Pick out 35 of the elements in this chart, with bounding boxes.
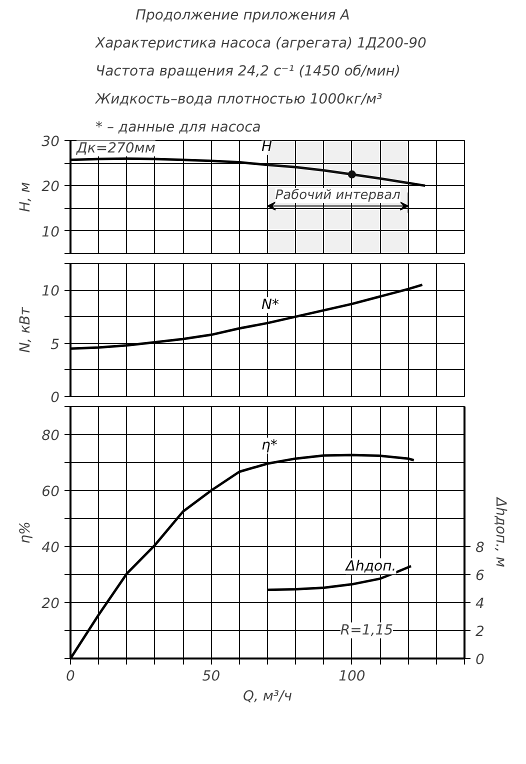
x-tick-label: 0 (66, 668, 76, 684)
y-tick-label: 30 (42, 134, 60, 150)
y-tick-label: 40 (42, 540, 60, 556)
y-tick-label: 80 (42, 428, 60, 444)
y-axis-title: H, м (18, 182, 34, 212)
series-label: η* (262, 438, 278, 454)
chart-subtitle: Частота вращения 24,2 с⁻¹ (1450 об/мин) (96, 64, 400, 80)
y-tick-label: 20 (42, 179, 60, 196)
text: * – данные для насоса (96, 120, 261, 136)
series-label: Δhдоп. (344, 558, 396, 574)
text: Продолжение приложения А (136, 8, 350, 24)
annotation: Дк=270мм (75, 140, 156, 156)
y-tick-label: 0 (50, 390, 60, 406)
x-tick-label: 100 (338, 668, 366, 684)
y-axis-title: η% (18, 521, 34, 544)
series-label: H (262, 138, 272, 155)
y-axis-title: N, кВт (18, 306, 34, 353)
series-label: N* (262, 297, 279, 314)
y2-tick-label: 4 (476, 596, 484, 612)
y2-tick-label: 2 (476, 624, 484, 640)
y2-tick-label: 6 (476, 568, 484, 584)
x-axis-title: Q, м³/ч (242, 688, 292, 704)
text: Жидкость–вода плотностью 1000кг/м³ (94, 92, 383, 108)
y2-tick-label: 8 (476, 540, 484, 556)
y-tick-label: 10 (42, 224, 60, 240)
y-tick-label: 20 (42, 596, 60, 612)
annotation: R=1,15 (340, 622, 394, 638)
y-tick-label: 10 (42, 284, 60, 300)
y-tick-label: 5 (50, 336, 60, 353)
y2-axis-title: Δhдоп., м (492, 496, 508, 568)
y-tick-label: 60 (42, 484, 60, 500)
y2-tick-label: 0 (476, 652, 484, 668)
band-label: Рабочий интервал (275, 188, 400, 204)
x-tick-label: 50 (202, 668, 220, 684)
chart-title: Характеристика насоса (агрегата) 1Д200-90 (94, 36, 427, 52)
